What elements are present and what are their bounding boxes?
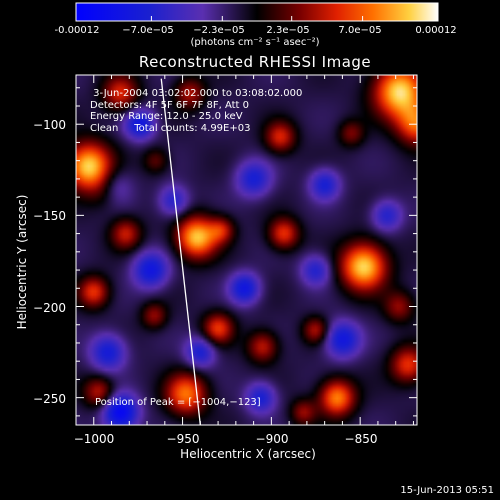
colorbar-tick-label: 2.3e−05 (266, 25, 310, 36)
y-tick-label: −150 (33, 209, 66, 223)
annotation-detectors: Detectors: 4F 5F 6F 7F 8F, Att 0 (90, 99, 250, 111)
colorbar-tick-label: −2.3e−05 (193, 25, 245, 36)
y-axis-label: Heliocentric Y (arcsec) (15, 194, 29, 330)
heatmap-image (76, 75, 417, 425)
y-tick-label: −200 (33, 301, 66, 315)
plot-frame (75, 74, 418, 426)
x-tick-label: −1000 (73, 432, 115, 446)
colorbar-tick-label: -0.00012 (54, 25, 100, 36)
colorbar-tick-label: 0.00012 (415, 25, 457, 36)
y-tick-label: −100 (33, 118, 66, 132)
colorbar-tick-label: −7.0e−05 (122, 25, 174, 36)
axis-ticks (75, 75, 417, 425)
colorbar-ticks (75, 16, 439, 21)
peak-position-label: Position of Peak = [−1004,−123] (95, 397, 261, 408)
colorbar-units: (photons cm⁻² s⁻¹ asec⁻²) (190, 37, 320, 48)
chart-title: Reconstructed RHESSI Image (138, 53, 372, 71)
annotation-energy-range: Energy Range: 12.0 - 25.0 keV (90, 111, 243, 122)
y-tick-label: −250 (33, 392, 66, 406)
annotation-time-range: 3-Jun-2004 03:02:02.000 to 03:08:02.000 (90, 88, 303, 99)
x-tick-label: −950 (166, 432, 200, 446)
x-tick-label: −900 (255, 432, 289, 446)
annotation-block: 3-Jun-2004 03:02:02.000 to 03:08:02.000 … (90, 88, 302, 134)
colorbar (75, 2, 439, 22)
colorbar-tick-label: 7.0e−05 (338, 25, 382, 36)
x-axis-label: Heliocentric X (arcsec) (180, 447, 316, 461)
solar-limb-line (160, 78, 201, 425)
x-tick-label: −850 (344, 432, 378, 446)
annotation-clean-counts: Clean Total counts: 4.99E+03 (90, 122, 251, 134)
footer-date: 15-Jun-2013 05:51 (400, 485, 494, 496)
